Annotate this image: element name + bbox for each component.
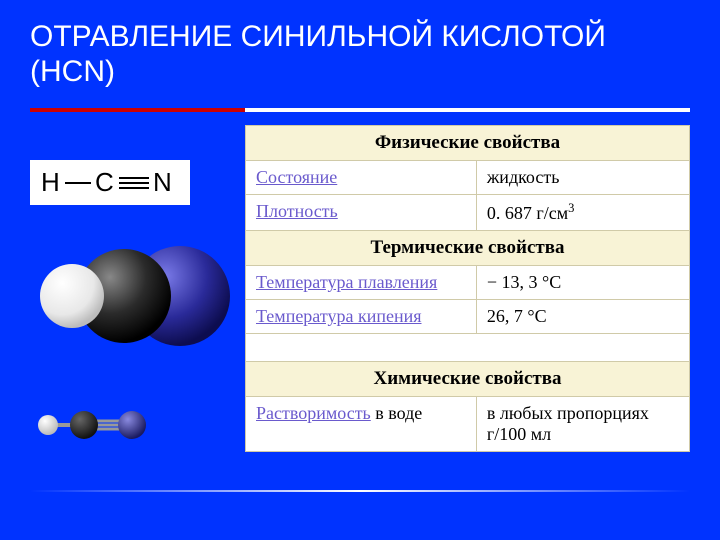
section-header: Термические свойства [246,231,690,266]
table-row: Растворимость в водев любых пропорциях г… [246,397,690,452]
property-label: Температура плавления [246,266,477,300]
section-header: Химические свойства [246,362,690,397]
spacer-row [246,334,690,362]
molecule-small-model [30,395,160,455]
table-row: Температура кипения26, 7 °C [246,300,690,334]
footer-divider [30,490,690,492]
svg-text:H: H [41,167,60,197]
molecule-3d-model [30,230,230,360]
section-header: Физические свойства [246,126,690,161]
title-underline-accent [30,108,245,112]
svg-text:N: N [153,167,172,197]
property-label: Плотность [246,195,477,231]
table-row: Плотность0. 687 г/см3 [246,195,690,231]
table-row: Состояниежидкость [246,161,690,195]
table-row: Температура плавления− 13, 3 °C [246,266,690,300]
property-label: Температура кипения [246,300,477,334]
property-value: жидкость [476,161,689,195]
formula-svg: H C N [35,163,185,203]
properties-table: Физические свойстваСостояниежидкостьПлот… [245,125,690,452]
property-label: Растворимость в воде [246,397,477,452]
page-title: ОТРАВЛЕНИЕ СИНИЛЬНОЙ КИСЛОТОЙ (HCN) [0,0,720,99]
structural-formula: H C N [30,160,190,205]
property-value: 0. 687 г/см3 [476,195,689,231]
property-label: Состояние [246,161,477,195]
property-value: − 13, 3 °C [476,266,689,300]
svg-text:C: C [95,167,114,197]
property-value: в любых пропорциях г/100 мл [476,397,689,452]
property-value: 26, 7 °C [476,300,689,334]
